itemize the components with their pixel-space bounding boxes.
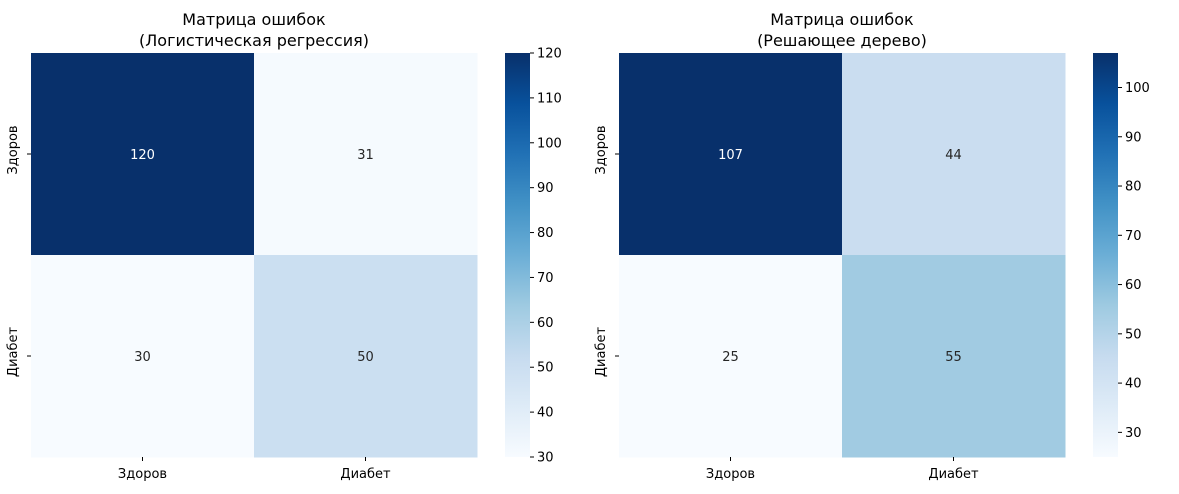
heatmap-cell [254, 255, 478, 458]
cell-value-label: 50 [357, 350, 374, 365]
colorbar-tick-label: 40 [537, 406, 554, 421]
y-tick-label: Диабет [594, 326, 609, 377]
cell-value-label: 107 [718, 148, 743, 163]
heatmap-cell [254, 53, 478, 256]
colorbar-tick-label: 100 [1125, 81, 1150, 96]
colorbar-tick-label: 100 [537, 136, 562, 151]
colorbar-tick-label: 110 [537, 91, 562, 106]
x-tick-label: Диабет [340, 467, 391, 482]
colorbar [1093, 53, 1118, 457]
heatmap-cell [31, 255, 255, 458]
colorbar-tick-label: 90 [1125, 130, 1142, 145]
colorbar-tick-label: 90 [537, 181, 554, 196]
heatmap-cell [619, 255, 843, 458]
y-tick-label: Здоров [6, 125, 21, 174]
chart-title-line: Матрица ошибок [182, 10, 326, 29]
heatmap-cell [842, 255, 1066, 458]
colorbar-tick-label: 70 [537, 271, 554, 286]
cell-value-label: 31 [357, 148, 374, 163]
colorbar-tick-label: 50 [1125, 327, 1142, 342]
cell-value-label: 55 [945, 350, 962, 365]
cell-value-label: 44 [945, 148, 962, 163]
chart-title-line: (Решающее дерево) [757, 31, 927, 50]
colorbar-tick-label: 50 [537, 361, 554, 376]
colorbar-tick-label: 80 [537, 226, 554, 241]
colorbar-tick-label: 70 [1125, 229, 1142, 244]
heatmap-cell [619, 53, 843, 256]
cell-value-label: 30 [134, 350, 151, 365]
x-tick-label: Здоров [118, 467, 167, 482]
x-tick-label: Диабет [928, 467, 979, 482]
heatmap-cell [842, 53, 1066, 256]
y-tick-label: Здоров [594, 125, 609, 174]
colorbar-tick-label: 30 [537, 451, 554, 466]
colorbar-tick-label: 120 [537, 47, 562, 62]
x-tick-label: Здоров [706, 467, 755, 482]
heatmap-cell [31, 53, 255, 256]
colorbar [505, 53, 530, 457]
cell-value-label: 25 [722, 350, 739, 365]
cell-value-label: 120 [130, 148, 155, 163]
colorbar-tick-label: 60 [537, 316, 554, 331]
colorbar-tick-label: 80 [1125, 180, 1142, 195]
y-tick-label: Диабет [6, 326, 21, 377]
colorbar-tick-label: 30 [1125, 426, 1142, 441]
chart-title-line: Матрица ошибок [770, 10, 914, 29]
chart-title-line: (Логистическая регрессия) [139, 31, 369, 50]
colorbar-tick-label: 60 [1125, 278, 1142, 293]
colorbar-tick-label: 40 [1125, 377, 1142, 392]
